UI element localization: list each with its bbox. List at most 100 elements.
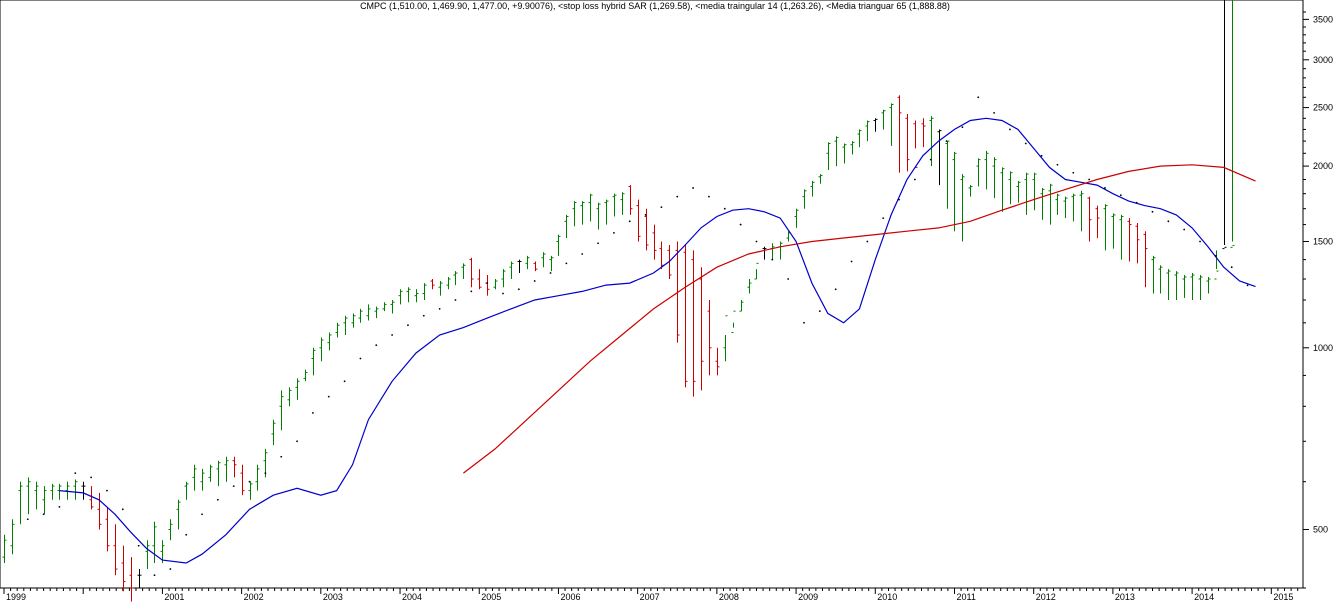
y-tick-label: 500 bbox=[1313, 525, 1328, 535]
ohlc-bars bbox=[2, 0, 1258, 602]
sar-dot bbox=[232, 485, 235, 488]
ohlc-bar bbox=[588, 193, 593, 222]
ohlc-bar bbox=[739, 300, 744, 312]
sar-dot bbox=[327, 395, 330, 398]
sar-dot bbox=[1104, 187, 1106, 189]
sar-dot bbox=[343, 380, 346, 383]
ohlc-bar bbox=[731, 310, 736, 334]
ohlc-bar bbox=[580, 201, 585, 225]
ohlc-bar bbox=[533, 261, 538, 272]
ohlc-bar bbox=[477, 269, 482, 290]
ohlc-bar bbox=[200, 468, 205, 491]
sar-dot bbox=[565, 262, 568, 265]
sar-dot bbox=[74, 472, 77, 475]
sar-dot bbox=[1167, 220, 1170, 223]
plot-border bbox=[0, 0, 1304, 589]
ohlc-bar bbox=[612, 193, 617, 217]
ohlc-bar bbox=[921, 118, 926, 148]
ohlc-bar bbox=[1158, 265, 1163, 294]
ohlc-bar bbox=[414, 289, 419, 303]
sar-dot bbox=[977, 96, 980, 99]
ohlc-bar bbox=[992, 157, 997, 199]
ohlc-bar bbox=[659, 241, 664, 270]
ohlc-bar bbox=[42, 486, 47, 515]
x-tick-label: 2006 bbox=[560, 592, 580, 602]
ohlc-bar bbox=[541, 252, 546, 268]
ohlc-bar bbox=[596, 202, 601, 230]
sar-dot bbox=[708, 195, 710, 198]
ohlc-bar bbox=[707, 300, 712, 376]
sar-dot bbox=[929, 158, 932, 161]
ohlc-bar bbox=[10, 519, 15, 555]
sar-dot bbox=[628, 220, 631, 223]
ohlc-bar bbox=[145, 540, 150, 570]
sar-dot bbox=[391, 334, 394, 336]
sar-dot bbox=[185, 533, 188, 536]
x-tick-label: 2007 bbox=[640, 592, 660, 602]
ohlc-bar bbox=[65, 481, 70, 500]
chart-title: CMPC (1,510.00, 1,469.90, 1,477.00, +9.9… bbox=[360, 1, 950, 11]
ohlc-bar bbox=[620, 192, 625, 215]
sar-dot bbox=[676, 195, 679, 198]
ohlc-bar bbox=[810, 180, 815, 197]
ohlc-bar bbox=[1182, 275, 1187, 298]
sar-dot bbox=[660, 206, 663, 209]
ohlc-bar bbox=[152, 521, 157, 564]
ohlc-bar bbox=[271, 419, 276, 446]
indicator-lines bbox=[59, 117, 1256, 564]
ohlc-bar bbox=[1079, 190, 1084, 232]
ohlc-bar bbox=[723, 315, 728, 362]
ohlc-bar bbox=[1143, 231, 1148, 288]
x-tick-label: 2001 bbox=[164, 592, 184, 602]
ohlc-bar bbox=[366, 304, 371, 321]
ohlc-bar bbox=[295, 378, 300, 400]
ohlc-bar bbox=[644, 208, 649, 251]
ohlc-bar bbox=[1230, 0, 1235, 248]
ohlc-bar bbox=[192, 464, 197, 491]
sar-dot bbox=[1040, 154, 1043, 157]
x-tick-label: 2014 bbox=[1194, 592, 1214, 602]
ohlc-bar bbox=[26, 477, 31, 515]
sar-dot bbox=[280, 455, 283, 458]
sar-dot bbox=[866, 240, 869, 243]
sar-dot bbox=[1135, 201, 1138, 204]
ohlc-bar bbox=[509, 261, 514, 280]
sar-dot bbox=[612, 232, 615, 234]
y-tick-label: 3500 bbox=[1313, 14, 1333, 24]
ohlc-bar bbox=[929, 116, 934, 167]
ohlc-bar bbox=[89, 486, 94, 510]
ohlc-bar bbox=[1087, 196, 1092, 242]
sar-dot bbox=[913, 178, 916, 181]
ohlc-bar bbox=[715, 347, 720, 376]
sar-dot bbox=[1056, 163, 1059, 166]
ohlc-bar bbox=[248, 481, 253, 500]
ohlc-bar bbox=[952, 152, 957, 232]
x-tick-label: 2008 bbox=[719, 592, 739, 602]
x-tick-label: 2003 bbox=[323, 592, 343, 602]
ohlc-bar bbox=[1016, 180, 1021, 203]
sar-dot bbox=[850, 260, 853, 263]
sar-dot bbox=[106, 489, 108, 492]
ohlc-bar bbox=[1103, 204, 1108, 251]
sar-dot bbox=[882, 217, 885, 220]
sar-dot bbox=[264, 472, 267, 475]
sar-dots bbox=[26, 96, 1249, 577]
sar-dot bbox=[549, 272, 552, 274]
sar-dot bbox=[755, 240, 758, 243]
sar-dot bbox=[42, 513, 45, 516]
ohlc-bar bbox=[802, 189, 807, 209]
y-axis: 500 1000 1500 2000 2500 3000 3500 bbox=[1303, 11, 1333, 589]
ohlc-bar bbox=[865, 120, 870, 142]
ohlc-bar bbox=[303, 369, 308, 382]
ohlc-bar bbox=[754, 262, 759, 280]
ohlc-bar bbox=[430, 279, 435, 290]
ohlc-bar bbox=[818, 174, 823, 184]
x-tick-label: 2009 bbox=[798, 592, 818, 602]
sar-dot bbox=[597, 242, 599, 245]
ohlc-bar bbox=[319, 337, 324, 362]
ohlc-bar bbox=[897, 95, 902, 173]
ohlc-bar bbox=[1055, 193, 1060, 215]
x-tick-label: 2002 bbox=[244, 592, 264, 602]
ohlc-bar bbox=[160, 540, 165, 564]
ohlc-bar bbox=[1000, 167, 1005, 212]
